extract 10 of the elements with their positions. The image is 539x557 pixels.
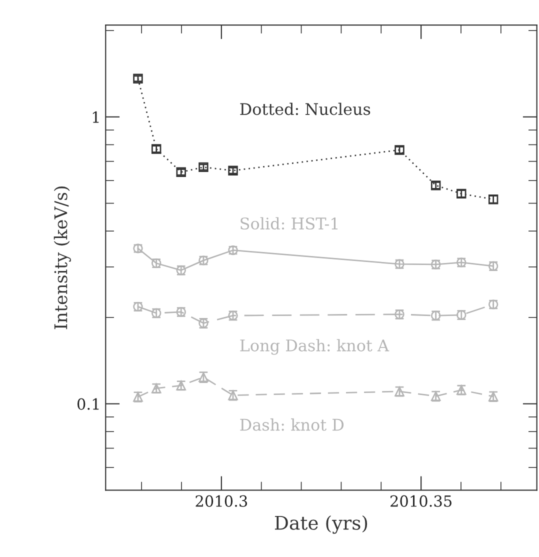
- series-label: Long Dash: knot A: [240, 339, 390, 355]
- y-tick-label: 0.1: [77, 398, 99, 410]
- series-label: Solid: HST-1: [240, 217, 338, 230]
- x-tick-label: 2010.35: [390, 495, 452, 507]
- series-label: Dash: knot D: [240, 418, 344, 431]
- y-tick-label: 1: [92, 111, 99, 123]
- x-tick-label: 2010.3: [196, 495, 248, 507]
- text: Dotted: Nucleus: [240, 102, 370, 116]
- y-axis-title: Intensity (keV/s): [54, 186, 71, 330]
- x-axis-title: Date (yrs): [274, 515, 368, 534]
